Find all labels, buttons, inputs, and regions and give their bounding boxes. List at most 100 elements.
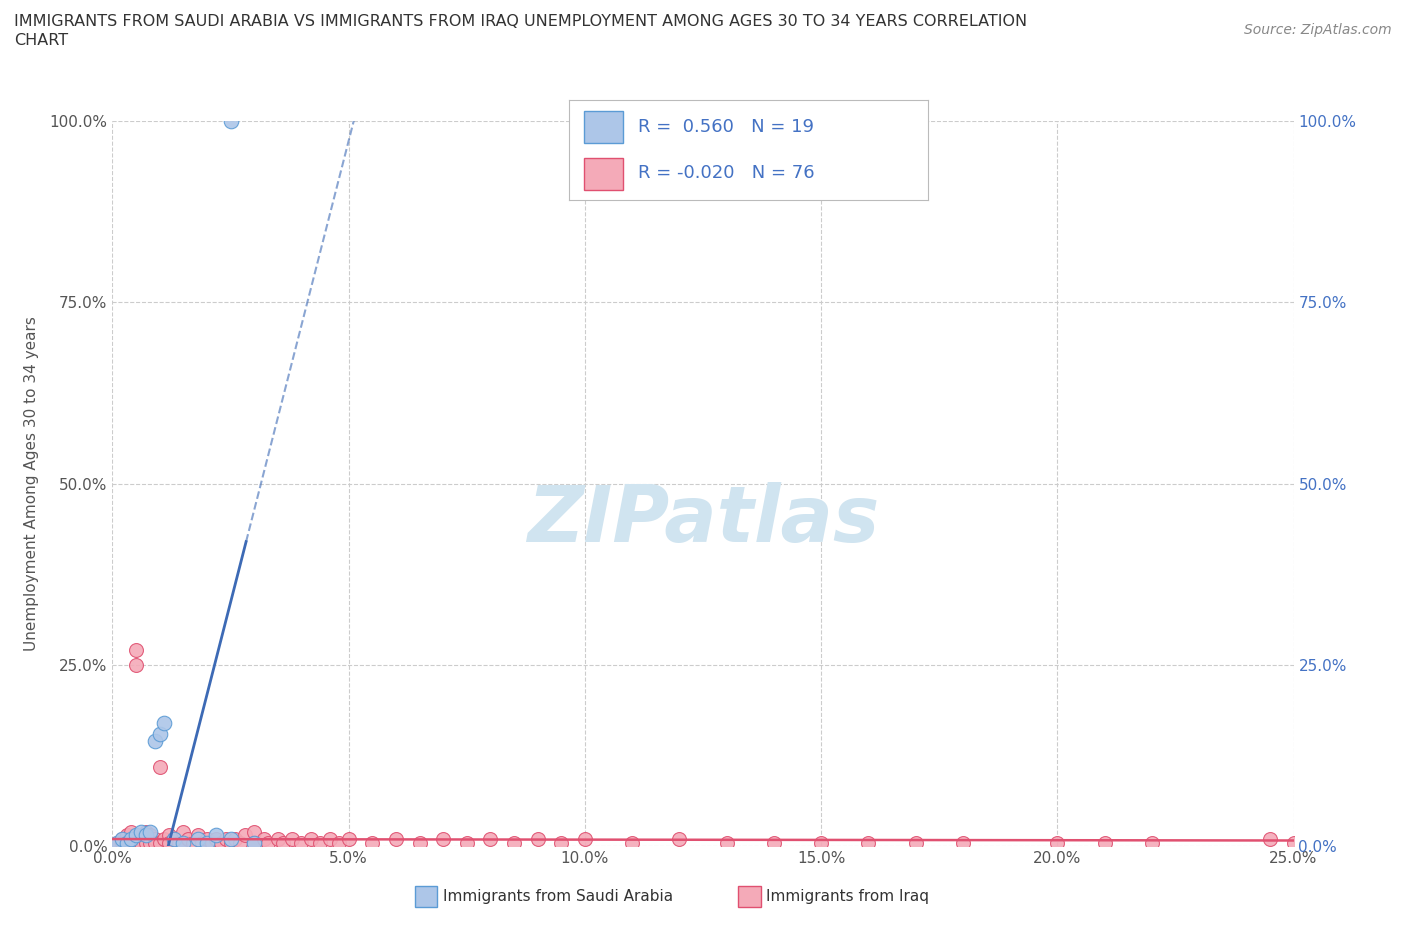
Point xyxy=(668,831,690,846)
Point xyxy=(143,835,166,850)
Point xyxy=(139,828,162,843)
Point xyxy=(1046,835,1069,850)
Point xyxy=(1094,835,1116,850)
Point xyxy=(716,835,738,850)
Point xyxy=(143,831,166,846)
Point xyxy=(139,824,162,839)
Point xyxy=(1282,835,1305,850)
Point xyxy=(257,835,280,850)
Point xyxy=(172,835,194,850)
Text: CHART: CHART xyxy=(14,33,67,47)
Point xyxy=(219,831,242,846)
Text: R =  0.560   N = 19: R = 0.560 N = 19 xyxy=(637,117,814,136)
Point xyxy=(271,835,294,850)
Point xyxy=(181,835,204,850)
Point xyxy=(129,831,152,846)
Point xyxy=(319,831,342,846)
Point xyxy=(479,831,502,846)
Text: Immigrants from Iraq: Immigrants from Iraq xyxy=(766,889,929,904)
Point xyxy=(111,831,134,846)
Point xyxy=(224,831,246,846)
Point xyxy=(408,835,430,850)
Point xyxy=(120,831,142,846)
Point xyxy=(115,828,138,843)
Point xyxy=(267,831,290,846)
Point xyxy=(456,835,478,850)
Point xyxy=(526,831,548,846)
Point xyxy=(157,828,180,843)
Point xyxy=(952,835,974,850)
Point xyxy=(149,726,172,741)
Point xyxy=(1140,835,1163,850)
FancyBboxPatch shape xyxy=(583,158,623,190)
Point xyxy=(219,835,242,850)
Point xyxy=(810,835,832,850)
Point xyxy=(233,828,256,843)
Point xyxy=(139,835,162,850)
Point xyxy=(105,835,128,850)
Point xyxy=(153,715,176,730)
Point xyxy=(111,831,134,846)
Point xyxy=(129,835,152,850)
Point xyxy=(125,643,148,658)
Text: ZIPatlas: ZIPatlas xyxy=(527,482,879,558)
Point xyxy=(135,824,157,839)
Point xyxy=(115,835,138,850)
Point xyxy=(574,831,596,846)
Point xyxy=(253,831,276,846)
Point xyxy=(361,835,384,850)
Point xyxy=(167,835,190,850)
Point xyxy=(195,831,218,846)
Point xyxy=(125,835,148,850)
Point xyxy=(129,824,152,839)
Point xyxy=(205,828,228,843)
Point xyxy=(243,835,266,850)
Point xyxy=(149,835,172,850)
Point xyxy=(105,835,128,850)
Point xyxy=(120,835,142,850)
Point xyxy=(201,835,224,850)
Text: Immigrants from Saudi Arabia: Immigrants from Saudi Arabia xyxy=(443,889,673,904)
Point xyxy=(120,824,142,839)
Y-axis label: Unemployment Among Ages 30 to 34 years: Unemployment Among Ages 30 to 34 years xyxy=(24,316,38,651)
Point xyxy=(550,835,572,850)
Point xyxy=(153,831,176,846)
Point xyxy=(186,828,208,843)
Point xyxy=(157,835,180,850)
Point xyxy=(243,824,266,839)
Point xyxy=(205,831,228,846)
Point xyxy=(328,835,350,850)
Point xyxy=(209,835,232,850)
Point xyxy=(163,831,186,846)
Text: IMMIGRANTS FROM SAUDI ARABIA VS IMMIGRANTS FROM IRAQ UNEMPLOYMENT AMONG AGES 30 : IMMIGRANTS FROM SAUDI ARABIA VS IMMIGRAN… xyxy=(14,14,1028,29)
Point xyxy=(172,824,194,839)
Point xyxy=(219,113,242,128)
Point xyxy=(385,831,408,846)
Point xyxy=(858,835,880,850)
Point xyxy=(290,835,312,850)
Point xyxy=(337,831,360,846)
Point xyxy=(125,658,148,672)
Point xyxy=(143,734,166,749)
Point xyxy=(191,835,214,850)
Point xyxy=(229,835,252,850)
Point xyxy=(186,831,208,846)
Point xyxy=(503,835,526,850)
Point xyxy=(904,835,927,850)
Point xyxy=(215,831,238,846)
Point xyxy=(177,831,200,846)
Point xyxy=(195,835,218,850)
Point xyxy=(115,835,138,850)
Point xyxy=(309,835,332,850)
Point xyxy=(243,835,266,850)
Point xyxy=(149,759,172,774)
Point xyxy=(135,835,157,850)
Point xyxy=(111,835,134,850)
Point xyxy=(172,835,194,850)
Point xyxy=(432,831,454,846)
FancyBboxPatch shape xyxy=(583,111,623,142)
Point xyxy=(125,828,148,843)
Point xyxy=(621,835,644,850)
Point xyxy=(135,828,157,843)
Point xyxy=(281,831,304,846)
